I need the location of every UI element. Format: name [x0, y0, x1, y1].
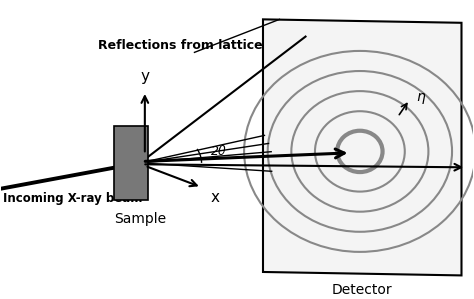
Text: Reflections from lattice: Reflections from lattice — [98, 39, 263, 52]
Text: x: x — [211, 190, 220, 205]
Polygon shape — [114, 126, 148, 200]
Text: η: η — [417, 90, 425, 104]
Polygon shape — [263, 19, 462, 275]
Text: Sample: Sample — [114, 212, 166, 226]
Text: y: y — [140, 69, 149, 84]
Text: 2θ: 2θ — [211, 145, 227, 158]
Text: Detector: Detector — [332, 283, 392, 298]
Text: Incoming X-ray beam: Incoming X-ray beam — [3, 192, 142, 205]
